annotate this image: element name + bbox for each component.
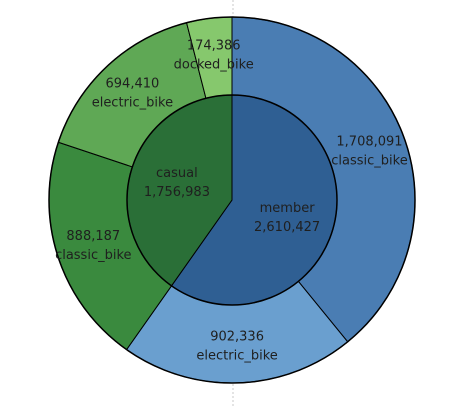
inner-slice-casual-category-label: 1,756,983 [144, 185, 210, 200]
outer-slice-casual-classic-bike-value-label: 888,187 [66, 229, 120, 244]
inner-slice-member-value-label: member [260, 201, 316, 216]
outer-ring-border [48, 16, 416, 384]
inner-ring-border [126, 94, 338, 306]
outer-slice-member-electric-bike-value-label: 902,336 [210, 329, 264, 344]
outer-slice-casual-electric-bike-category-label: electric_bike [92, 96, 173, 111]
inner-slice-casual-value-label: casual [156, 166, 198, 181]
outer-slice-member-classic-bike-category-label: classic_bike [331, 154, 407, 169]
inner-slice-member-category-label: 2,610,427 [254, 220, 320, 235]
outer-slice-casual-electric-bike-value-label: 694,410 [106, 77, 160, 92]
outer-slice-member-electric-bike-category-label: electric_bike [196, 348, 277, 363]
outer-slice-casual-docked-bike-value-label: 174,386 [187, 39, 241, 54]
inner-ring [126, 94, 338, 306]
slice-labels: 1,708,091 classic_bike 902,336 electric_bik… [55, 39, 408, 364]
outer-slice-casual-classic-bike-category-label: classic_bike [55, 248, 131, 263]
outer-slice-casual-docked-bike-category-label: docked_bike [174, 58, 254, 73]
outer-slice-member-classic-bike-value-label: 1,708,091 [336, 135, 402, 150]
